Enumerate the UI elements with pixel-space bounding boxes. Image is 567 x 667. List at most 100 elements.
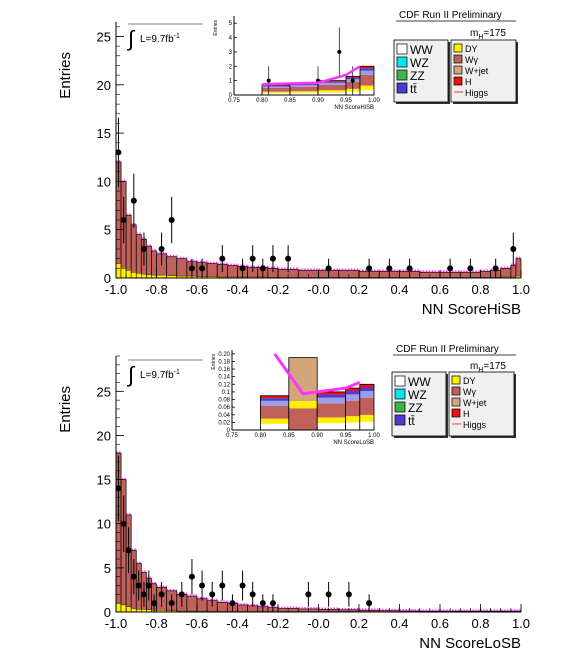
- inset-x-tick-label: 0.85: [283, 433, 295, 439]
- inset-stack-segment: [318, 82, 346, 85]
- data-point: [188, 573, 195, 580]
- inset-stack-segment: [359, 387, 374, 392]
- data-point: [467, 265, 474, 272]
- x-axis-label: NN ScoreHiSB: [422, 301, 521, 318]
- inset-stack-segment: [317, 417, 346, 424]
- dy-bin: [146, 274, 152, 279]
- legend-label-h: H: [465, 77, 472, 87]
- background-bin: [480, 270, 491, 279]
- integral-sign: ∫: [126, 26, 136, 51]
- legend-swatch-wjet: [453, 65, 463, 75]
- inset-y-tick-label: 0: [227, 428, 231, 434]
- legend-swatch-wz: [396, 56, 408, 68]
- x-tick-label: -1.0: [105, 616, 127, 631]
- inset-stack-segment: [290, 85, 318, 87]
- data-point: [366, 265, 373, 272]
- inset-y-tick-label: 2: [229, 64, 233, 70]
- experiment-label: CDF Run II Preliminary: [396, 344, 499, 355]
- inset-stack-segment: [290, 86, 318, 92]
- y-tick-label: 25: [97, 384, 111, 399]
- y-tick-label: 5: [104, 561, 111, 576]
- x-tick-label: 0.2: [350, 616, 368, 631]
- inset-stack-segment: [318, 84, 346, 91]
- y-tick-label: 15: [97, 126, 111, 141]
- integral-sign: ∫: [126, 362, 136, 387]
- inset-stack-segment: [260, 395, 289, 399]
- legend-label-wjet: W+jet: [463, 398, 487, 408]
- legend-swatch-wjet: [451, 397, 461, 407]
- data-point: [115, 485, 122, 492]
- inset-stack-segment: [288, 408, 318, 430]
- inset-stack-segment: [262, 93, 290, 95]
- inset-stack-segment: [290, 84, 318, 86]
- legend-label-wz: WZ: [410, 56, 429, 70]
- legend-swatch-tt: [394, 414, 406, 426]
- data-point: [269, 255, 276, 262]
- data-point: [130, 197, 137, 204]
- legend-swatch-ww: [396, 43, 408, 55]
- inset-stack-segment: [318, 80, 346, 82]
- dy-bin: [115, 263, 122, 279]
- data-point: [259, 265, 266, 272]
- x-tick-label: -0.6: [186, 282, 208, 297]
- legend-label-ww: WW: [410, 43, 433, 57]
- inset-y-axis-label: Entries: [211, 354, 217, 370]
- x-tick-label: 0.4: [390, 616, 408, 631]
- inset-x-tick-label: 0.95: [340, 98, 352, 104]
- inset-x-tick-label: 0.75: [228, 98, 240, 104]
- inset-x-tick-label: 0.75: [226, 433, 238, 439]
- inset-stack-segment: [359, 384, 374, 388]
- data-point: [447, 265, 454, 272]
- x-tick-label: -1.0: [105, 282, 127, 297]
- inset-stack-segment: [260, 398, 289, 401]
- inset-y-tick-label: 0.14: [218, 375, 230, 381]
- inset-x-tick-label: 0.85: [284, 98, 296, 104]
- legend-label-dy: DY: [465, 44, 478, 54]
- inset-x-tick-label: 0.95: [340, 433, 352, 439]
- inset-stack-segment: [260, 423, 289, 430]
- data-point: [125, 547, 132, 554]
- inset-y-axis-label: Entries: [213, 20, 219, 36]
- data-point: [140, 591, 147, 598]
- legend-label-wjet: W+jet: [465, 66, 489, 76]
- y-tick-label: 25: [97, 29, 111, 44]
- inset-stack-segment: [290, 92, 318, 95]
- dy-bin: [141, 273, 147, 279]
- dy-bin: [125, 606, 132, 613]
- background-bin: [227, 265, 238, 279]
- x-tick-label: 1.0: [512, 282, 530, 297]
- background-bin: [146, 245, 152, 279]
- dy-bin: [130, 608, 137, 613]
- data-point: [386, 265, 393, 272]
- x-tick-label: -0.0: [307, 282, 329, 297]
- inset-x-tick-label: 0.90: [311, 433, 323, 439]
- inset-stack-segment: [260, 400, 289, 406]
- data-point: [140, 246, 147, 253]
- inset-stack-segment: [359, 398, 374, 415]
- background-bin: [135, 234, 142, 279]
- background-bin: [151, 250, 157, 279]
- data-point: [168, 217, 175, 224]
- x-tick-label: 1.0: [512, 616, 530, 631]
- inset-stack-segment: [360, 85, 374, 90]
- inset-y-tick-label: 0.20: [218, 352, 230, 358]
- data-point: [199, 265, 206, 272]
- x-tick-label: 0.2: [350, 282, 368, 297]
- data-point: [135, 582, 142, 589]
- x-tick-label: -0.6: [186, 616, 208, 631]
- inset-x-axis-label: NN ScoreLoSB: [333, 440, 374, 446]
- inset-y-tick-label: 0.08: [218, 398, 230, 404]
- x-tick-label: -0.8: [145, 616, 167, 631]
- y-tick-label: 10: [97, 174, 111, 189]
- data-point: [249, 591, 256, 598]
- legend-label-tt: tt̄: [408, 414, 415, 428]
- legend-label-wg: Wγ: [465, 55, 478, 65]
- legend-label-zz: ZZ: [410, 69, 425, 83]
- inset-stack-segment: [288, 401, 318, 409]
- data-point: [345, 591, 352, 598]
- inset-x-tick-label: 0.90: [312, 98, 324, 104]
- legend-swatch-wg: [453, 54, 463, 64]
- data-point: [325, 265, 332, 272]
- inset-stack-segment: [345, 422, 360, 430]
